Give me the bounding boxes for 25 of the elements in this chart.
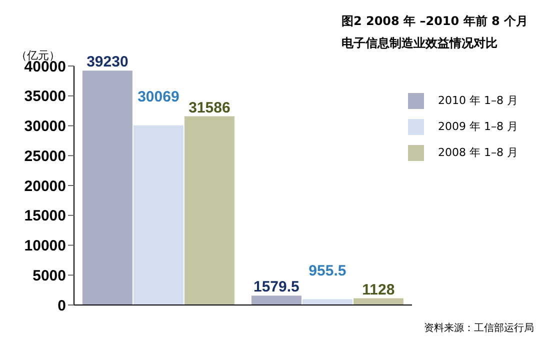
bar (251, 296, 302, 305)
data-label: 31586 (188, 99, 230, 116)
data-label: 955.5 (308, 262, 346, 280)
y-axis-title: （亿元） (16, 48, 60, 62)
y-tick-label: 15000 (24, 208, 66, 225)
y-tick-label: 25000 (24, 148, 66, 165)
y-tick-label: 35000 (24, 88, 66, 106)
y-tick-label: 5000 (32, 267, 66, 284)
chart-subtitle: 电子信息制造业效益情况对比 (341, 35, 498, 52)
y-tick-label: 0 (58, 297, 66, 314)
chart-title: 图2 2008 年 –2010 年前 8 个月 (341, 13, 528, 30)
y-tick-label: 20000 (24, 178, 66, 195)
legend-label: 2008 年 1–8 月 (438, 146, 518, 159)
data-label: 1579.5 (254, 278, 300, 296)
bar (133, 125, 184, 305)
text: 资料来源：工信部运行局 (424, 322, 534, 335)
legend-label: 2010 年 1–8 月 (438, 94, 518, 107)
data-label: 30069 (138, 88, 180, 106)
legend-label: 2009 年 1–8 月 (438, 120, 518, 133)
data-label: 39230 (86, 54, 128, 71)
data-label: 1128 (362, 281, 395, 298)
bar (82, 70, 132, 305)
y-tick-label: 30000 (24, 118, 66, 136)
y-tick-label: 10000 (24, 238, 66, 255)
bar (184, 116, 234, 305)
